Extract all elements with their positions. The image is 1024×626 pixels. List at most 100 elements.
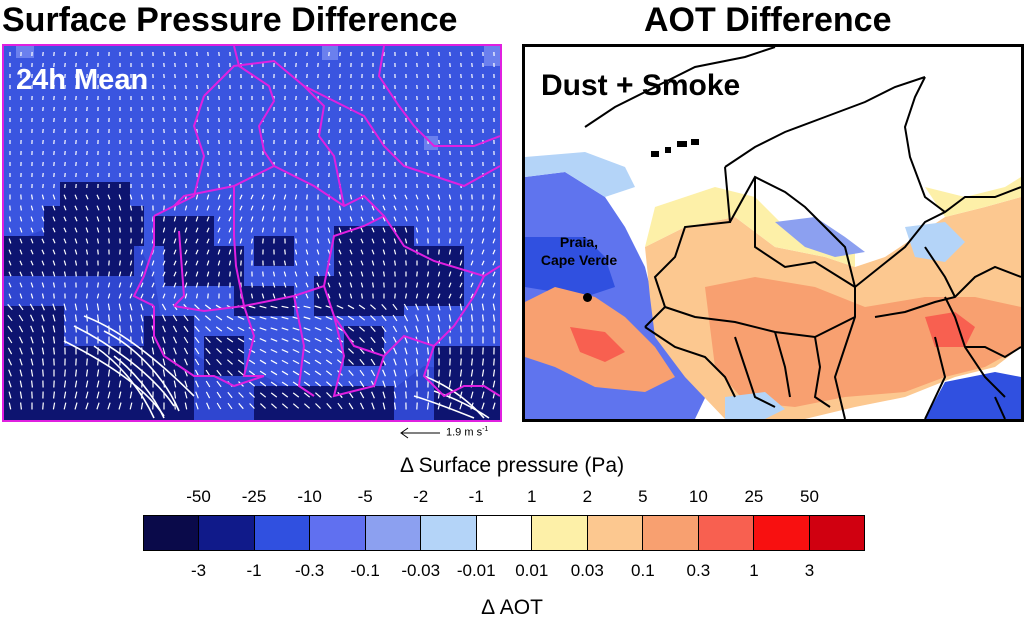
wind-vector xyxy=(140,194,144,200)
wind-vector xyxy=(382,249,386,255)
wind-vector xyxy=(415,282,419,288)
wind-vector xyxy=(370,315,376,321)
wind-vector xyxy=(248,392,256,398)
wind-vector xyxy=(42,369,44,377)
wind-vector xyxy=(19,380,23,388)
wind-vector xyxy=(184,402,188,410)
wind-vector xyxy=(85,249,89,255)
wind-vector xyxy=(393,216,397,222)
wind-vector xyxy=(41,260,45,266)
wind-vector xyxy=(492,205,496,211)
wind-vector xyxy=(63,303,67,311)
wind-vector xyxy=(273,260,275,266)
wind-vector xyxy=(392,336,398,344)
wind-vector xyxy=(173,227,177,233)
wind-vector xyxy=(261,293,265,299)
wind-vector xyxy=(184,282,188,288)
colorbar-swatch xyxy=(199,516,255,550)
wind-vector xyxy=(415,358,419,366)
aerosol-type-label: Dust + Smoke xyxy=(541,69,741,102)
wind-vector xyxy=(284,216,286,222)
wind-vector xyxy=(404,227,408,233)
wind-vector xyxy=(358,315,366,321)
wind-vector xyxy=(404,336,408,344)
wind-vector xyxy=(8,249,12,255)
surface-pressure-map: 24h Mean xyxy=(2,44,502,422)
wind-vector xyxy=(371,194,375,200)
wind-vector xyxy=(172,325,178,333)
wind-vector xyxy=(52,282,56,288)
wind-vector xyxy=(63,380,67,388)
wind-vector xyxy=(96,402,100,410)
wind-vector xyxy=(371,391,375,399)
wind-vector xyxy=(393,227,397,233)
wind-vector xyxy=(108,314,110,322)
wind-vector xyxy=(74,227,78,233)
wind-vector xyxy=(204,304,212,310)
wind-vector xyxy=(284,249,286,255)
wind-vector xyxy=(74,391,78,399)
wind-vector xyxy=(248,381,256,387)
wind-vector xyxy=(303,392,311,398)
wind-vector xyxy=(303,305,311,309)
wind-vector xyxy=(359,348,365,354)
wind-vector xyxy=(140,249,144,255)
wind-vector xyxy=(437,205,441,211)
wind-vector xyxy=(129,402,133,410)
wind-vector xyxy=(259,359,267,365)
pressure-tick: -25 xyxy=(241,487,267,506)
wind-vector xyxy=(338,249,342,255)
wind-vector xyxy=(338,238,342,244)
wind-vector xyxy=(281,338,289,342)
wind-vector xyxy=(140,314,144,322)
wind-vector xyxy=(96,391,100,399)
wind-vector xyxy=(360,216,364,222)
wind-vector xyxy=(41,325,45,333)
wind-vector xyxy=(481,303,485,311)
wind-vector xyxy=(129,194,133,200)
wind-vector xyxy=(118,282,122,288)
wind-vector xyxy=(227,391,233,399)
wind-vector xyxy=(216,402,222,410)
wind-vector xyxy=(426,293,430,299)
wind-vector xyxy=(216,369,222,377)
wind-vector xyxy=(303,338,311,342)
wind-vector xyxy=(281,316,289,320)
aot-tick: 0.1 xyxy=(631,561,655,580)
wind-vector xyxy=(459,402,463,410)
wind-vector xyxy=(19,249,23,255)
wind-vector xyxy=(415,347,419,355)
wind-vector xyxy=(314,370,322,376)
wind-vector xyxy=(448,260,452,266)
wind-vector xyxy=(438,216,440,222)
wind-vector xyxy=(30,282,34,288)
wind-vector xyxy=(492,380,496,388)
wind-vector xyxy=(163,216,165,222)
wind-vector xyxy=(492,271,496,277)
wind-vector xyxy=(314,316,322,320)
wind-vector xyxy=(438,249,440,255)
wind-vector xyxy=(161,314,167,322)
colorbar xyxy=(143,515,865,551)
wind-vector xyxy=(195,216,199,222)
wind-vector xyxy=(140,336,144,344)
wind-vector xyxy=(292,381,300,387)
wind-vector xyxy=(416,369,418,377)
wind-vector xyxy=(217,260,221,266)
wind-vector xyxy=(360,260,364,266)
wind-vector xyxy=(195,238,199,244)
wind-vector xyxy=(184,271,188,277)
wind-vector xyxy=(130,216,132,222)
wind-vector xyxy=(382,391,386,399)
wind-vector xyxy=(459,293,463,299)
wind-vector xyxy=(359,402,365,410)
wind-vector xyxy=(381,304,387,310)
wind-vector xyxy=(327,271,331,277)
wind-vector xyxy=(207,293,209,299)
wind-vector xyxy=(481,249,485,255)
wind-vector xyxy=(173,380,177,388)
wind-vector xyxy=(74,238,78,244)
wind-vector xyxy=(74,216,78,222)
wind-vector xyxy=(216,358,222,366)
wind-vector xyxy=(460,325,462,333)
